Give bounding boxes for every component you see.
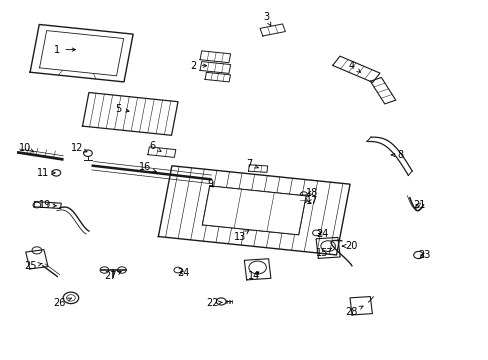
- Text: 19: 19: [39, 200, 57, 210]
- Text: 20: 20: [342, 241, 357, 251]
- Text: 12: 12: [70, 143, 87, 153]
- Text: 15: 15: [315, 248, 331, 258]
- Text: 25: 25: [24, 261, 42, 271]
- Text: 27: 27: [104, 271, 121, 282]
- Text: 8: 8: [390, 150, 402, 160]
- Text: 13: 13: [233, 230, 248, 242]
- Text: 2: 2: [190, 61, 206, 71]
- Text: 5: 5: [115, 104, 129, 113]
- Text: 22: 22: [206, 298, 222, 308]
- Text: 24: 24: [315, 229, 328, 239]
- Text: 16: 16: [139, 162, 156, 172]
- Text: 21: 21: [412, 200, 425, 210]
- Text: 6: 6: [149, 141, 161, 151]
- Text: 1: 1: [54, 45, 75, 55]
- Text: 4: 4: [347, 61, 360, 72]
- Text: 10: 10: [19, 143, 34, 153]
- Text: 26: 26: [54, 298, 71, 308]
- Text: 24: 24: [177, 268, 189, 278]
- Text: 7: 7: [246, 159, 258, 169]
- Text: 23: 23: [417, 250, 430, 260]
- Text: 28: 28: [345, 306, 362, 317]
- Text: 3: 3: [263, 13, 270, 26]
- Text: 14: 14: [247, 271, 260, 282]
- Polygon shape: [202, 186, 305, 235]
- Text: 11: 11: [37, 168, 55, 178]
- Text: 17: 17: [306, 197, 318, 206]
- Text: 18: 18: [306, 188, 318, 198]
- Text: 9: 9: [207, 179, 213, 189]
